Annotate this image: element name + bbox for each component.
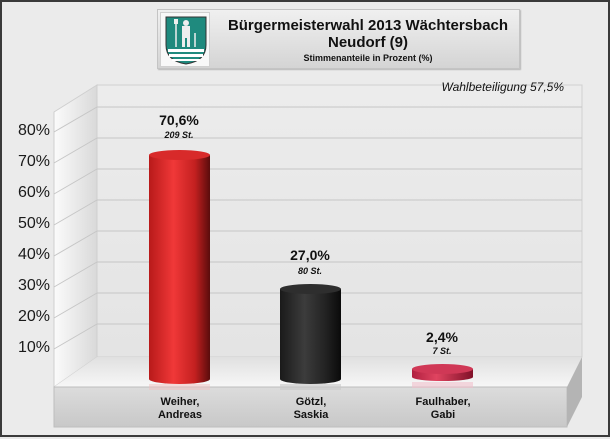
y-tick: 20% <box>17 308 50 325</box>
y-tick: 30% <box>17 277 50 294</box>
bar-goetzl <box>280 284 341 390</box>
chart-title: Bürgermeisterwahl 2013 Wächtersbach <box>227 17 509 34</box>
chart-caption: Stimmenanteile in Prozent (%) <box>303 53 433 63</box>
y-tick: 60% <box>17 184 50 201</box>
y-tick: 40% <box>17 246 50 263</box>
coat-of-arms-icon <box>160 12 210 67</box>
chart-subtitle: Neudorf (9) <box>328 34 408 51</box>
bar-votes-label: 7 St. <box>432 346 452 356</box>
category-label: Faulhaber, Gabi <box>415 396 471 421</box>
bar-value-label: 2,4% <box>426 329 458 345</box>
bar-value-label: 70,6% <box>159 112 199 128</box>
category-label: Weiher, Andreas <box>157 396 203 421</box>
title-box: Bürgermeisterwahl 2013 Wächtersbach Neud… <box>157 9 520 69</box>
y-tick: 10% <box>17 339 50 356</box>
bar-value-label: 27,0% <box>290 247 330 263</box>
bar-votes-label: 80 St. <box>297 266 322 276</box>
bar-weiher <box>149 150 210 390</box>
turnout-label: Wahlbeteiligung 57,5% <box>441 80 564 94</box>
y-tick: 70% <box>17 153 50 170</box>
category-label: Götzl, Saskia <box>293 396 329 421</box>
y-tick: 80% <box>17 122 50 139</box>
bar-votes-label: 209 St. <box>164 130 194 140</box>
y-tick: 50% <box>17 215 50 232</box>
bar-faulhaber <box>412 364 473 388</box>
